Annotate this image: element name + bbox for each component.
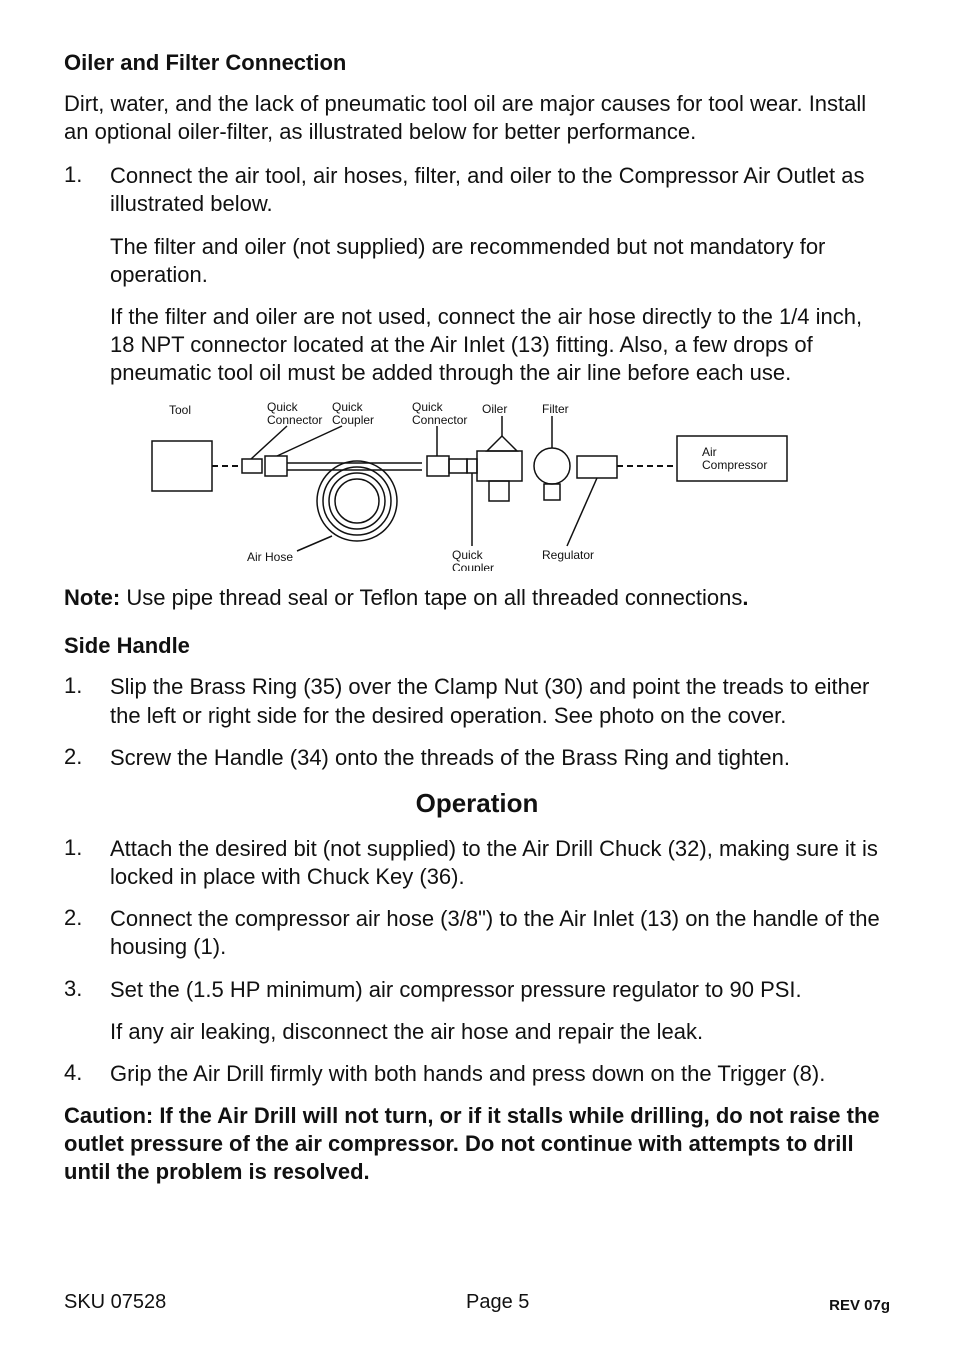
list-text: Set the (1.5 HP minimum) air compressor … [110,976,890,1046]
heading-side-handle: Side Handle [64,633,890,659]
diagram-label-air-tool: AirTool [169,401,191,417]
list-item: 2. Screw the Handle (34) onto the thread… [64,744,890,772]
note-label: Note: [64,585,120,610]
note-line: Note: Use pipe thread seal or Teflon tap… [64,585,890,611]
para: Connect the compressor air hose (3/8") t… [110,905,890,961]
diagram-label-quick-connector-1: QuickConnector [267,401,322,427]
list-number: 2. [64,905,110,961]
page-footer: SKU 07528 Page 5 REV 07g [64,1291,890,1314]
diagram-label-oiler: Oiler [482,402,507,416]
list-text: Slip the Brass Ring (35) over the Clamp … [110,673,890,729]
para: The filter and oiler (not supplied) are … [110,233,890,289]
para: Slip the Brass Ring (35) over the Clamp … [110,673,890,729]
para: If any air leaking, disconnect the air h… [110,1018,890,1046]
intro-paragraph: Dirt, water, and the lack of pneumatic t… [64,90,890,146]
note-tail: . [742,585,748,610]
diagram-label-quick-coupler-1: QuickCoupler [332,401,374,427]
list-item: 3. Set the (1.5 HP minimum) air compress… [64,976,890,1046]
para: If the filter and oiler are not used, co… [110,303,890,387]
operation-list: 1. Attach the desired bit (not supplied)… [64,835,890,1088]
list-number: 1. [64,162,110,387]
diagram-label-regulator: Regulator [542,548,594,562]
para: Set the (1.5 HP minimum) air compressor … [110,976,890,1004]
list-number: 4. [64,1060,110,1088]
list-item: 2. Connect the compressor air hose (3/8"… [64,905,890,961]
list-text: Connect the compressor air hose (3/8") t… [110,905,890,961]
footer-rev: REV 07g [829,1297,890,1314]
list-number: 3. [64,976,110,1046]
list-item: 4. Grip the Air Drill firmly with both h… [64,1060,890,1088]
connection-diagram: AirTool QuickConnector QuickCoupler Air … [64,401,890,571]
heading-operation: Operation [64,788,890,819]
diagram-label-quick-coupler-2: QuickCoupler [452,548,494,571]
list-text: Screw the Handle (34) onto the threads o… [110,744,890,772]
diagram-label-quick-connector-2: QuickConnector [412,401,467,427]
list-item: 1. Connect the air tool, air hoses, filt… [64,162,890,387]
para: Grip the Air Drill firmly with both hand… [110,1060,890,1088]
para: Attach the desired bit (not supplied) to… [110,835,890,891]
list-number: 1. [64,673,110,729]
list-item: 1. Attach the desired bit (not supplied)… [64,835,890,891]
list-number: 2. [64,744,110,772]
para: Screw the Handle (34) onto the threads o… [110,744,890,772]
para: Connect the air tool, air hoses, filter,… [110,162,890,218]
list-number: 1. [64,835,110,891]
footer-sku: SKU 07528 [64,1291,166,1314]
diagram-label-filter: Filter [542,402,569,416]
list-text: Connect the air tool, air hoses, filter,… [110,162,890,387]
oiler-filter-list: 1. Connect the air tool, air hoses, filt… [64,162,890,387]
side-handle-list: 1. Slip the Brass Ring (35) over the Cla… [64,673,890,771]
diagram-label-air-hose: Air Hose [247,550,293,564]
list-item: 1. Slip the Brass Ring (35) over the Cla… [64,673,890,729]
list-text: Attach the desired bit (not supplied) to… [110,835,890,891]
heading-oiler-filter: Oiler and Filter Connection [64,50,890,76]
caution-paragraph: Caution: If the Air Drill will not turn,… [64,1102,890,1186]
note-text: Use pipe thread seal or Teflon tape on a… [120,585,742,610]
footer-page: Page 5 [466,1291,529,1314]
list-text: Grip the Air Drill firmly with both hand… [110,1060,890,1088]
